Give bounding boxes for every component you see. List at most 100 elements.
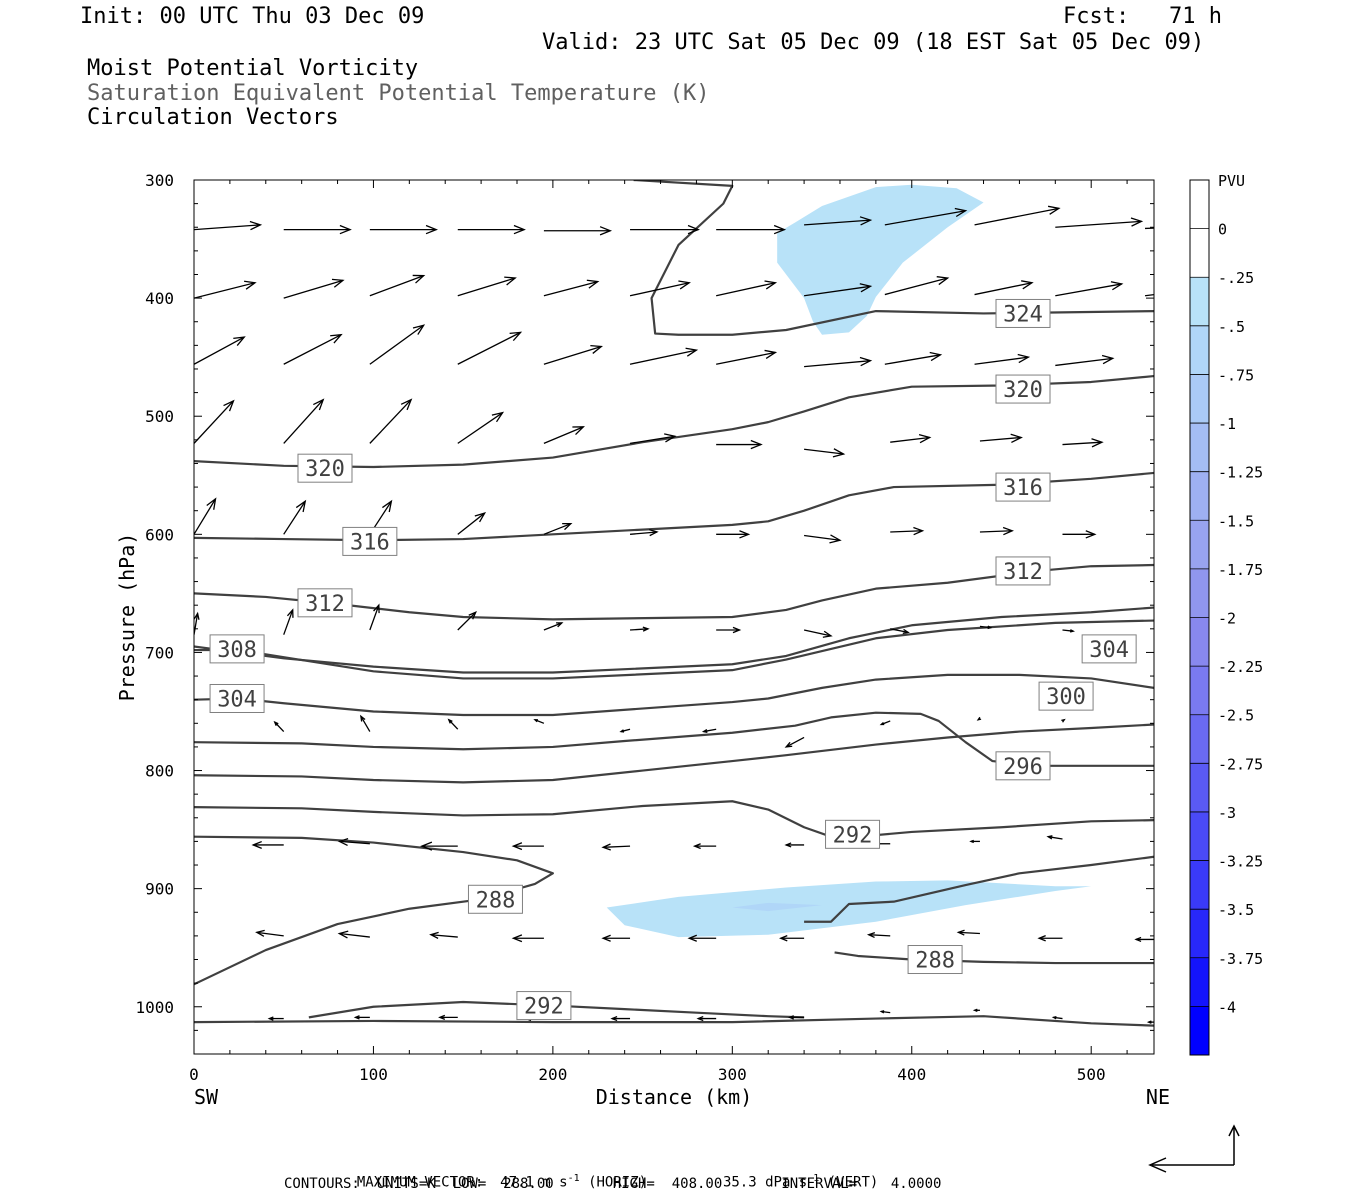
circulation-vector bbox=[1046, 835, 1063, 840]
contour-label: 304 bbox=[1081, 634, 1137, 664]
circulation-vector bbox=[447, 718, 459, 730]
y-tick-label: 400 bbox=[145, 289, 174, 308]
pv-region-0 bbox=[777, 184, 984, 335]
circulation-vector bbox=[457, 411, 505, 444]
circulation-vector bbox=[716, 280, 778, 297]
circulation-vector bbox=[779, 935, 805, 942]
circulation-vector bbox=[804, 283, 873, 297]
contour-info: CONTOURS: UNITS=K LOW= 288.00 HIGH= 408.… bbox=[284, 1176, 942, 1192]
colorbar-label: -2.75 bbox=[1218, 755, 1263, 773]
colorbar-label: -1.5 bbox=[1218, 512, 1254, 530]
axes: 300 400 500 600 700 800 900 1000 0 100 200 300 400 50… bbox=[135, 171, 1154, 1084]
vert-tag: (VERT) bbox=[827, 1174, 879, 1191]
circulation-vector bbox=[972, 1008, 980, 1013]
valid-time: Valid: 23 UTC Sat 05 Dec 09 (18 EST Sat … bbox=[542, 30, 1205, 55]
circulation-vector bbox=[283, 499, 307, 535]
colorbar-swatch bbox=[1190, 617, 1209, 667]
circulation-vector bbox=[533, 719, 545, 724]
circulation-vector bbox=[283, 398, 325, 444]
circulation-vector bbox=[974, 205, 1061, 226]
x-tick-label: 100 bbox=[359, 1065, 388, 1084]
contour-label-text: 288 bbox=[915, 949, 955, 974]
circulation-vector bbox=[979, 526, 1014, 536]
colorbar-swatch bbox=[1190, 714, 1209, 764]
contour-label: 304 bbox=[209, 683, 265, 713]
circulation-vector bbox=[283, 608, 294, 635]
circulation-vector bbox=[884, 276, 950, 296]
colorbar-swatch bbox=[1190, 763, 1209, 813]
circulation-vector bbox=[194, 611, 200, 635]
circulation-vector bbox=[251, 840, 284, 849]
vert-unit-exp: -1 bbox=[807, 1173, 820, 1184]
circulation-vector bbox=[784, 736, 805, 748]
circulation-vector bbox=[1062, 530, 1097, 539]
circulation-vector bbox=[511, 934, 544, 943]
contour-line-0 bbox=[194, 374, 1154, 469]
contour-label: 300 bbox=[1038, 681, 1094, 711]
max-vector-label: MAXIMUM VECTOR: bbox=[356, 1174, 484, 1191]
colorbar-swatch bbox=[1190, 520, 1209, 570]
circulation-vector bbox=[716, 626, 742, 634]
colorbar-swatch bbox=[1190, 860, 1209, 910]
circulation-vector bbox=[511, 842, 544, 851]
init-time: Init: 00 UTC Thu 03 Dec 09 bbox=[80, 4, 425, 29]
circulation-vector bbox=[1146, 1020, 1154, 1024]
circulation-vector bbox=[457, 276, 517, 297]
x-tick-label: 500 bbox=[1077, 1065, 1106, 1084]
colorbar-swatch bbox=[1190, 909, 1209, 959]
contour-line-9 bbox=[194, 835, 554, 986]
contour-line-10 bbox=[834, 951, 1154, 965]
circulation-vector bbox=[619, 728, 631, 733]
circulation-vector bbox=[543, 344, 604, 365]
contour-label-text: 292 bbox=[524, 995, 564, 1020]
max-vector-info: MAXIMUM VECTOR: 47.1 m s-1 (HORIZ) 35.3 … bbox=[340, 1157, 878, 1191]
x-end-label-sw: SW bbox=[194, 1085, 219, 1109]
contour-line-12 bbox=[308, 1000, 805, 1019]
contour-label: 316 bbox=[342, 526, 398, 556]
circulation-vector bbox=[629, 626, 650, 632]
circulation-vector bbox=[283, 224, 352, 235]
circulation-vector bbox=[716, 439, 763, 450]
colorbar: 0 -.25 -.5 -.75 -1 -1.25 -1.5 -1.75 -2 -2.25 -2.5 -… bbox=[1189, 172, 1263, 1056]
contour-line-5 bbox=[194, 673, 1154, 717]
x-tick-label: 0 bbox=[189, 1065, 199, 1084]
circulation-vector bbox=[979, 433, 1023, 443]
circulation-vector bbox=[803, 629, 833, 638]
circulation-vector bbox=[884, 351, 943, 365]
circulation-vector bbox=[429, 931, 458, 939]
pv-region-1 bbox=[606, 880, 1092, 938]
x-tick-label: 300 bbox=[718, 1065, 747, 1084]
contour-line-14 bbox=[633, 180, 1154, 336]
pv-region-2 bbox=[732, 902, 823, 912]
forecast-hour: Fcst: 71 h bbox=[1063, 4, 1222, 29]
circulation-vector bbox=[369, 274, 426, 297]
circulation-vector bbox=[1062, 438, 1104, 448]
colorbar-title: PVU bbox=[1218, 172, 1245, 190]
legend-line-vectors: Circulation Vectors bbox=[87, 105, 339, 130]
contour-label-text: 296 bbox=[1003, 755, 1043, 780]
circulation-vector bbox=[629, 347, 699, 365]
contour-label-text: 308 bbox=[217, 638, 257, 663]
circulation-vector bbox=[884, 207, 968, 226]
contour-label: 320 bbox=[995, 374, 1051, 404]
horiz-tag: (HORIZ) bbox=[588, 1174, 648, 1191]
colorbar-swatch bbox=[1190, 568, 1209, 618]
colorbar-swatch bbox=[1190, 471, 1209, 521]
circulation-vector bbox=[457, 331, 523, 365]
colorbar-label: -3.75 bbox=[1218, 950, 1263, 968]
contour-label: 320 bbox=[297, 453, 353, 483]
circulation-vector bbox=[610, 1015, 631, 1022]
y-axis-label: Pressure (hPa) bbox=[115, 533, 139, 702]
pv-shading-layer bbox=[606, 184, 1092, 938]
circulation-vector bbox=[692, 843, 717, 850]
contour-line-7 bbox=[194, 723, 1154, 784]
contour-label: 296 bbox=[995, 751, 1051, 781]
contour-label: 292 bbox=[825, 819, 881, 849]
contour-label-text: 320 bbox=[1003, 378, 1043, 403]
circulation-vector bbox=[369, 398, 413, 444]
circulation-vector bbox=[359, 714, 371, 732]
circulation-vector bbox=[890, 526, 925, 536]
y-tick-label: 600 bbox=[145, 525, 174, 544]
circulation-vector bbox=[543, 622, 564, 631]
